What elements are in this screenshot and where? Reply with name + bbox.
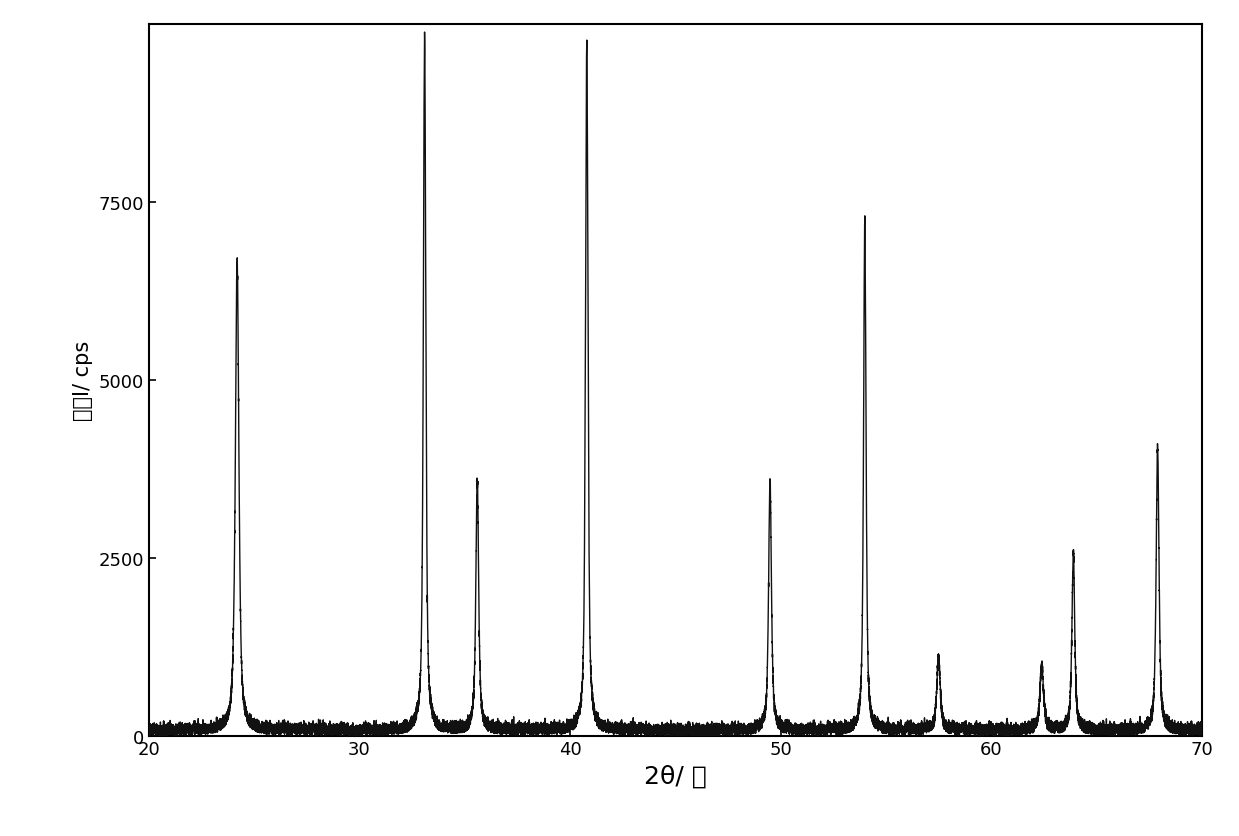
Y-axis label: 强度I/ cps: 强度I/ cps <box>73 340 93 421</box>
X-axis label: 2θ/ 度: 2θ/ 度 <box>644 764 706 788</box>
